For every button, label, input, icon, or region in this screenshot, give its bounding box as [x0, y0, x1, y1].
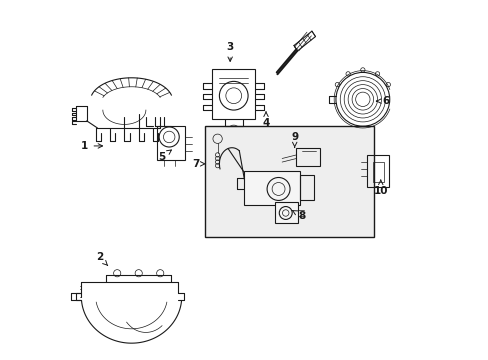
Text: 6: 6 — [376, 96, 389, 106]
Text: 2: 2 — [96, 252, 107, 266]
Bar — [300, 175, 314, 200]
Text: 10: 10 — [373, 180, 387, 196]
Text: 1: 1 — [81, 141, 102, 151]
Bar — [296, 148, 319, 166]
Text: 9: 9 — [290, 132, 298, 148]
Bar — [366, 155, 388, 187]
Text: 4: 4 — [262, 112, 269, 128]
Text: 8: 8 — [292, 211, 305, 221]
Bar — [157, 126, 185, 160]
Bar — [204, 126, 373, 237]
Text: 7: 7 — [192, 159, 205, 169]
Bar — [244, 171, 300, 205]
Text: 3: 3 — [226, 42, 233, 62]
Bar — [274, 202, 298, 223]
Bar — [372, 162, 383, 182]
Text: 5: 5 — [158, 150, 171, 162]
Bar — [212, 69, 255, 119]
